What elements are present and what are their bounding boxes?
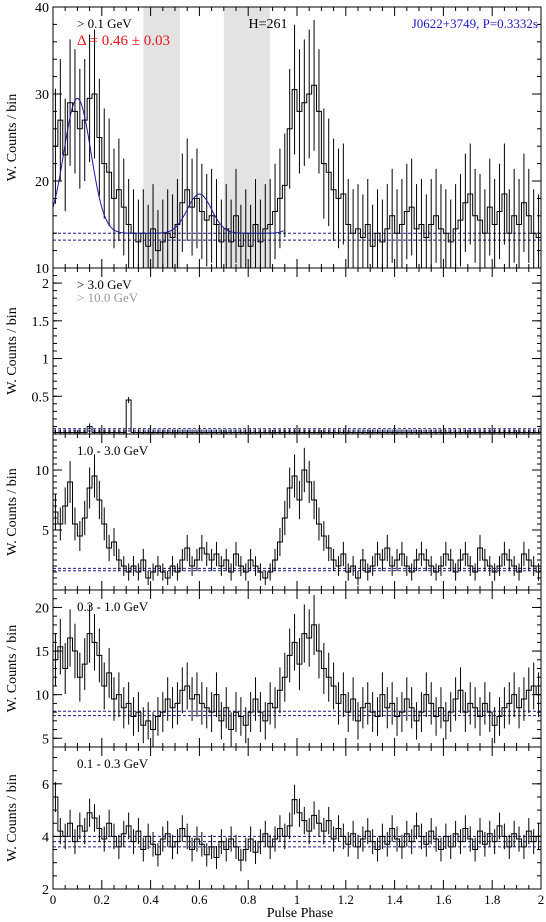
y-tick-label: 4 — [42, 830, 49, 845]
pulsar-name-label: J0622+3749, P=0.3332s — [412, 16, 538, 31]
x-tick-label: 2 — [538, 892, 545, 907]
x-tick-label: 1 — [294, 892, 301, 907]
y-tick-label: 1 — [42, 353, 49, 368]
histogram-series — [53, 469, 541, 579]
y-tick-label: 0.5 — [32, 390, 50, 405]
y-tick-label: 5 — [42, 732, 49, 747]
fit-curve — [52, 97, 284, 234]
histogram-series — [53, 84, 541, 252]
y-tick-label: 40 — [35, 1, 49, 16]
panel-5: 2 4 6 W. Counts / bin 0.1 - 0.3 GeV 0 0.2 0.4 0.… — [5, 746, 545, 921]
h-test-label: H=261 — [248, 17, 287, 32]
energy-range-label: > 3.0 GeV — [77, 277, 132, 292]
x-tick-label: 0.4 — [142, 892, 159, 907]
x-tick-label: 0.8 — [240, 892, 256, 907]
panel-4: 5 10 15 20 W. Counts / bin 0.3 - 1.0 GeV — [5, 589, 542, 748]
histogram-series — [53, 399, 541, 433]
x-tick-label: 0.2 — [94, 892, 110, 907]
y-axis-label: W. Counts / bin — [5, 94, 20, 181]
histogram-series — [53, 624, 541, 731]
y-axis-label: W. Counts / bin — [5, 774, 20, 861]
y-tick-label: 2 — [42, 883, 49, 898]
energy-range-label-secondary: > 10.0 GeV — [77, 290, 139, 305]
energy-range-label: > 0.1 GeV — [77, 16, 132, 31]
panel-1: 10 20 30 40 W. Counts / bin > 0.1 GeV Δ = 0.46… — [5, 1, 542, 277]
x-tick-label: 1.6 — [435, 892, 452, 907]
x-tick-label: 1.8 — [484, 892, 500, 907]
y-axis-label: W. Counts / bin — [5, 307, 20, 394]
y-tick-label: 2 — [42, 277, 49, 292]
y-tick-label: 15 — [35, 645, 49, 660]
y-tick-label: 10 — [35, 689, 49, 704]
shaded-region-1 — [143, 7, 180, 268]
energy-range-label: 0.1 - 0.3 GeV — [77, 756, 149, 771]
energy-range-label: 0.3 - 1.0 GeV — [77, 599, 149, 614]
x-tick-label: 0 — [50, 892, 57, 907]
y-tick-label: 20 — [35, 601, 49, 616]
y-tick-label: 5 — [42, 524, 49, 539]
panel-3: 5 10 W. Counts / bin 1.0 - 3.0 GeV — [5, 433, 542, 591]
energy-range-label: 1.0 - 3.0 GeV — [77, 443, 149, 458]
x-axis-label: Pulse Phase — [267, 906, 334, 921]
x-tick-label: 0.6 — [191, 892, 208, 907]
y-axis-label: W. Counts / bin — [5, 625, 20, 712]
delta-label: Δ = 0.46 ± 0.03 — [77, 33, 170, 49]
y-axis-label: W. Counts / bin — [5, 468, 20, 555]
y-tick-label: 1.5 — [32, 315, 50, 330]
x-tick-label: 1.2 — [338, 892, 354, 907]
x-tick-label: 1.4 — [386, 892, 403, 907]
histogram-series — [53, 796, 541, 861]
y-tick-label: 20 — [35, 175, 49, 190]
y-tick-label: 6 — [42, 778, 49, 793]
y-tick-label: 30 — [35, 88, 49, 103]
y-tick-label: 10 — [35, 262, 49, 277]
panel-2: 0.5 1 1.5 2 W. Counts / bin > 3.0 GeV> 10.0 G… — [5, 267, 542, 435]
y-tick-label: 10 — [35, 464, 49, 479]
